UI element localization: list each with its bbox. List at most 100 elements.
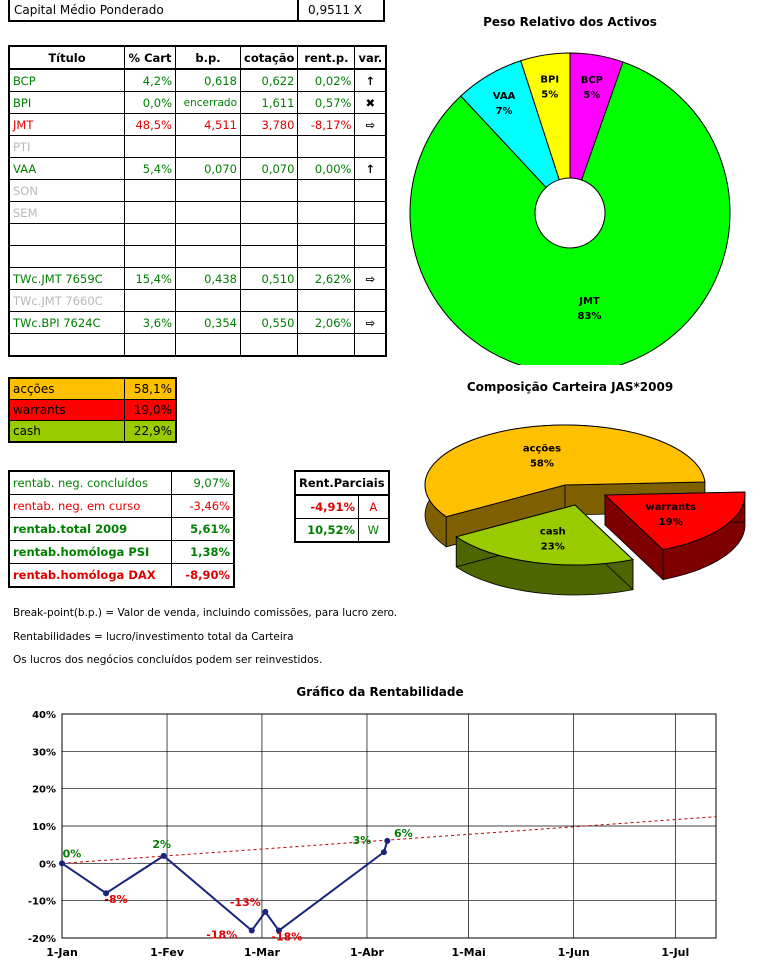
holding-rent: 2,06%: [297, 311, 356, 334]
x-tick-label: 1-Mai: [451, 946, 485, 959]
holding-cotacao: 3,780: [239, 113, 299, 136]
holding-row: SEM: [8, 201, 387, 224]
y-tick-label: 20%: [32, 785, 56, 796]
holding-cart: [124, 333, 176, 357]
holdings-table: Título % Cart b.p. cotação rent.p. var. …: [8, 45, 388, 357]
holding-title: PTI: [8, 135, 125, 158]
holding-cart: [124, 223, 176, 246]
holding-row: TWc.JMT 7660C: [8, 289, 387, 312]
holding-bp: 0,070: [175, 157, 241, 180]
pie-slice-acções: [424, 424, 706, 518]
portfolio-composition-pie-chart: acções 58% warrants 19% cash 23%: [424, 424, 746, 596]
holding-cotacao: 0,510: [239, 267, 299, 290]
allocation-value: 58,1%: [124, 378, 176, 400]
rentab-label: rentab. neg. concluídos: [9, 471, 172, 495]
holding-var-icon: ⇨: [354, 267, 387, 290]
capital-separator: [297, 0, 299, 20]
donut-slice-jmt: [409, 61, 731, 365]
holding-row: BCP 4,2% 0,618 0,622 0,02% ↑: [8, 68, 387, 92]
holding-row: JMT 48,5% 4,511 3,780 -8,17% ⇨: [8, 113, 387, 136]
holding-rent: -8,17%: [297, 113, 356, 136]
holding-cart: [124, 245, 176, 268]
pie-slice-pct: 58%: [530, 459, 554, 470]
rentab-row: rentab.total 2009 5,61%: [9, 517, 234, 541]
holding-row: [8, 245, 387, 268]
holding-cart: 15,4%: [124, 267, 176, 290]
note-lucros: Os lucros dos negócios concluídos podem …: [13, 654, 323, 666]
donut-slice-pct: 7%: [496, 106, 513, 117]
holding-bp: [175, 135, 241, 158]
pie-slice-pct: 19%: [659, 517, 683, 528]
donut-slice-pct: 5%: [583, 90, 600, 101]
holding-cotacao: 1,611: [239, 91, 299, 114]
holding-row: [8, 223, 387, 246]
holding-rent: [297, 179, 356, 202]
holding-title: SEM: [8, 201, 125, 224]
header-cotacao: cotação: [239, 45, 299, 70]
note-breakpoint: Break-point(b.p.) = Valor de venda, incl…: [13, 607, 398, 619]
holding-bp: [175, 289, 241, 312]
holding-cart: 5,4%: [124, 157, 176, 180]
y-tick-label: -10%: [28, 897, 56, 908]
holding-var-icon: [354, 289, 387, 312]
capital-value: 0,9511 X: [308, 3, 363, 17]
header-bp: b.p.: [175, 45, 241, 70]
holding-rent: [297, 223, 356, 246]
x-tick-label: 1-Abr: [350, 946, 385, 959]
pie-slice-label: warrants: [646, 502, 696, 513]
holding-cotacao: [239, 135, 299, 158]
allocation-value: 19,0%: [124, 399, 176, 421]
rent-parciais-value: -4,91%: [295, 495, 360, 519]
holding-cotacao: 0,070: [239, 157, 299, 180]
data-label: 2%: [152, 838, 171, 851]
data-label: 3%: [353, 834, 372, 847]
holding-title: [8, 333, 125, 357]
rentab-value: -8,90%: [171, 563, 234, 588]
holding-cart: 4,2%: [124, 68, 176, 92]
holding-rent: [297, 333, 356, 357]
allocation-table: acções 58,1% warrants 19,0% cash 22,9%: [8, 377, 177, 443]
data-label: -13%: [230, 896, 261, 909]
rentability-line: [61, 840, 389, 932]
holding-title: BPI: [8, 91, 125, 114]
rentab-row: rentab.homóloga DAX -8,90%: [9, 563, 234, 588]
capital-box: Capital Médio Ponderado 0,9511 X: [8, 0, 385, 22]
holding-title: [8, 223, 125, 246]
holding-title: [8, 245, 125, 268]
pie-title: Peso Relativo dos Activos: [483, 15, 657, 29]
holding-var-icon: [354, 223, 387, 246]
holding-row: TWc.BPI 7624C 3,6% 0,354 0,550 2,06% ⇨: [8, 311, 387, 334]
rentability-line-chart: 40% 30% 20% 10% 0% -10% -20%1-Jan 1-Fev 1-Mar 1-A…: [28, 710, 717, 959]
rent-parciais-header: Rent.Parciais: [295, 471, 389, 496]
rentab-value: 5,61%: [171, 517, 234, 541]
x-tick-label: 1-Fev: [150, 946, 185, 959]
holding-var-icon: ✖: [354, 91, 387, 114]
holding-cotacao: 0,622: [239, 68, 299, 92]
holding-bp: [175, 179, 241, 202]
holding-rent: [297, 201, 356, 224]
holding-rent: 0,02%: [297, 68, 356, 92]
rent-parciais-tag: W: [358, 518, 389, 543]
donut-slice-label: BCP: [581, 75, 603, 86]
x-tick-label: 1-Jun: [558, 946, 590, 959]
holding-row: BPI 0,0% encerrado 1,611 0,57% ✖: [8, 91, 387, 114]
holding-cotacao: [239, 201, 299, 224]
pie-slice-pct: 23%: [541, 542, 565, 553]
holding-row: TWc.JMT 7659C 15,4% 0,438 0,510 2,62% ⇨: [8, 267, 387, 290]
header-rent: rent.p.: [297, 45, 356, 70]
holding-bp: [175, 223, 241, 246]
holding-rent: [297, 135, 356, 158]
rentab-row: rentab. neg. concluídos 9,07%: [9, 471, 234, 495]
data-label: 0%: [63, 847, 82, 860]
capital-label: Capital Médio Ponderado: [14, 3, 164, 17]
data-point: [59, 860, 65, 867]
header-var: var.: [354, 45, 387, 70]
data-label: -18%: [271, 931, 302, 944]
holding-title: VAA: [8, 157, 125, 180]
holding-title: TWc.BPI 7624C: [8, 311, 125, 334]
holding-bp: [175, 201, 241, 224]
holding-cart: [124, 135, 176, 158]
note-rentabilidades: Rentabilidades = lucro/investimento tota…: [13, 631, 294, 643]
holding-bp: [175, 245, 241, 268]
holding-bp: encerrado: [175, 91, 241, 114]
